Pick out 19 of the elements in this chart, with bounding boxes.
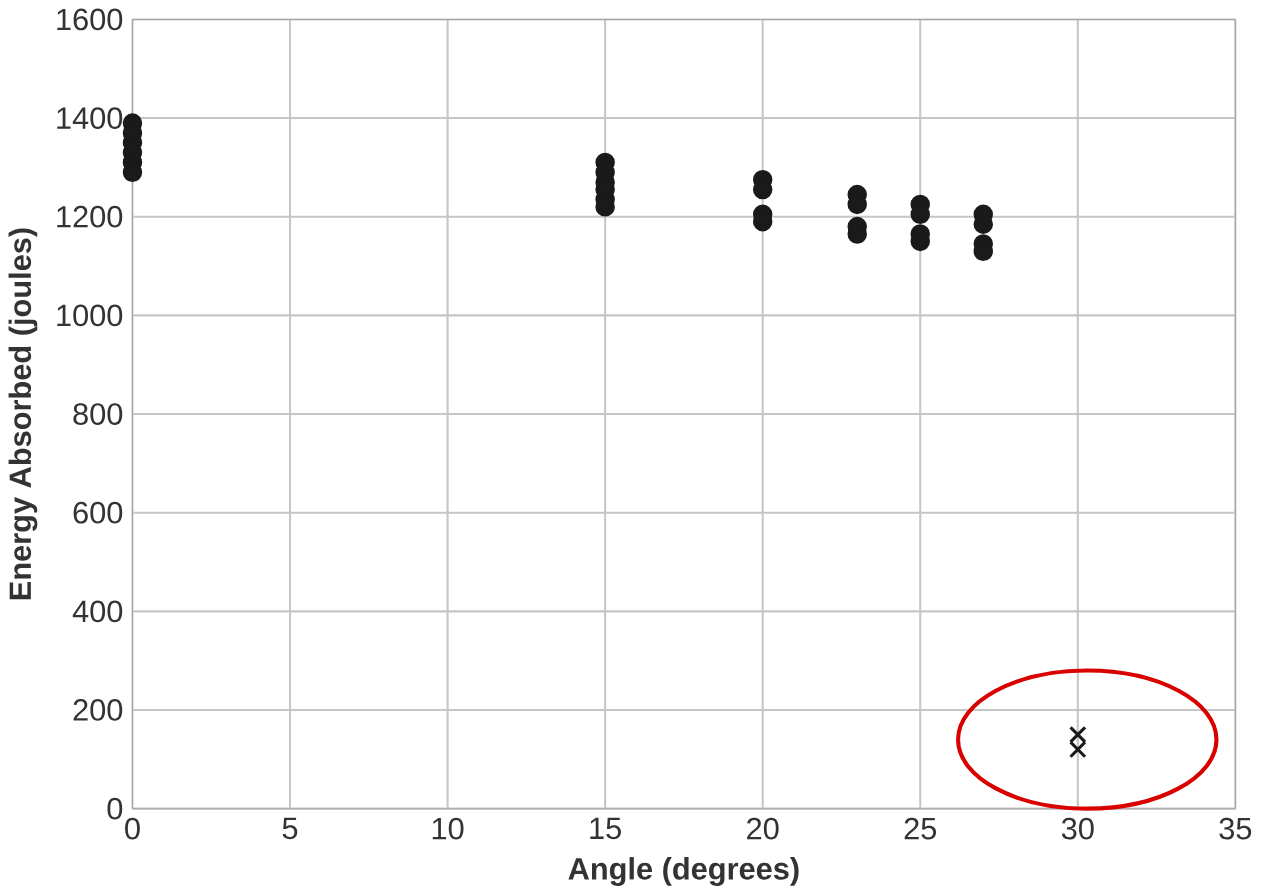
x-tick-label: 15 [590, 817, 621, 839]
x-axis-title: Angle (degrees) [568, 856, 799, 886]
x-tick-label: 20 [747, 817, 779, 840]
x-tick-label: 10 [432, 817, 464, 840]
x-tick-label: 35 [1219, 817, 1252, 840]
x-tick-label: 30 [1061, 817, 1094, 840]
y-tick-label: 1600 [57, 8, 123, 31]
y-axis-title: Energy Absorbed (joules) [8, 228, 38, 599]
y-tick-label: 400 [72, 600, 123, 622]
y-tick-label: 0 [107, 797, 123, 820]
x-tick-label: 25 [904, 817, 937, 840]
y-tick-label: 200 [73, 698, 123, 721]
y-tick-label: 1200 [57, 205, 123, 228]
y-tick-label: 1400 [57, 106, 123, 129]
x-tick-label: 5 [282, 817, 298, 839]
x-tick-label: 0 [125, 817, 140, 840]
y-tick-label: 800 [73, 402, 123, 425]
y-tick-label: 1000 [57, 304, 123, 327]
y-tick-label: 600 [73, 501, 123, 524]
